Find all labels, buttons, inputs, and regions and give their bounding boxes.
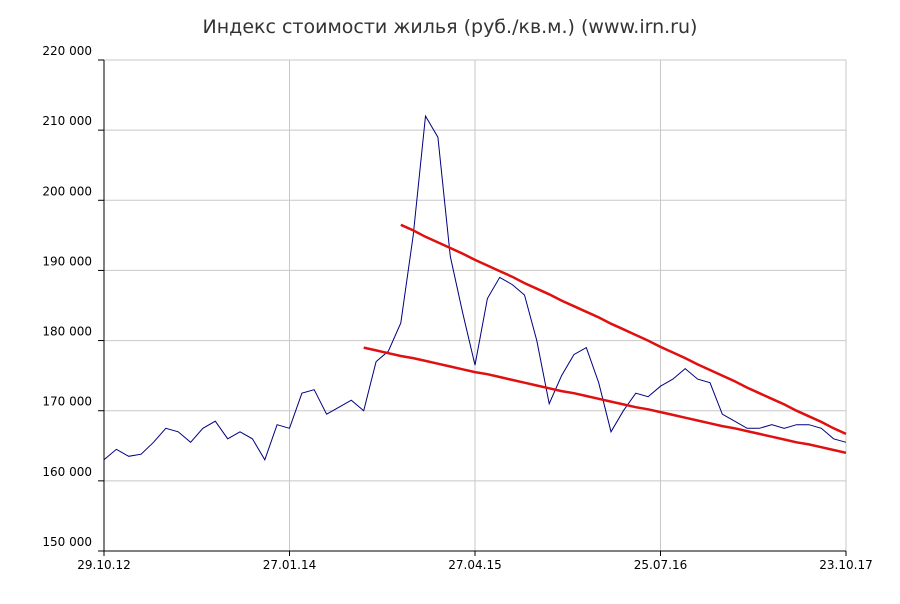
y-tick-label: 200 000 bbox=[42, 184, 92, 198]
series-line bbox=[400, 223, 847, 436]
x-tick-label: 27.04.15 bbox=[448, 558, 501, 572]
y-tick-label: 210 000 bbox=[42, 114, 92, 128]
x-tick-label: 27.01.14 bbox=[263, 558, 316, 572]
x-tick-label: 25.07.16 bbox=[634, 558, 687, 572]
y-tick-label: 220 000 bbox=[42, 44, 92, 58]
series-line bbox=[103, 114, 847, 461]
y-tick-label: 180 000 bbox=[42, 325, 92, 339]
y-tick-label: 170 000 bbox=[42, 395, 92, 409]
y-tick-label: 160 000 bbox=[42, 465, 92, 479]
x-tick-label: 23.10.17 bbox=[819, 558, 872, 572]
x-tick-label: 29.10.12 bbox=[77, 558, 130, 572]
y-tick-label: 150 000 bbox=[42, 535, 92, 549]
series-line bbox=[363, 346, 847, 455]
chart-title: Индекс стоимости жилья (руб./кв.м.) (www… bbox=[203, 16, 698, 38]
y-tick-label: 190 000 bbox=[42, 254, 92, 268]
